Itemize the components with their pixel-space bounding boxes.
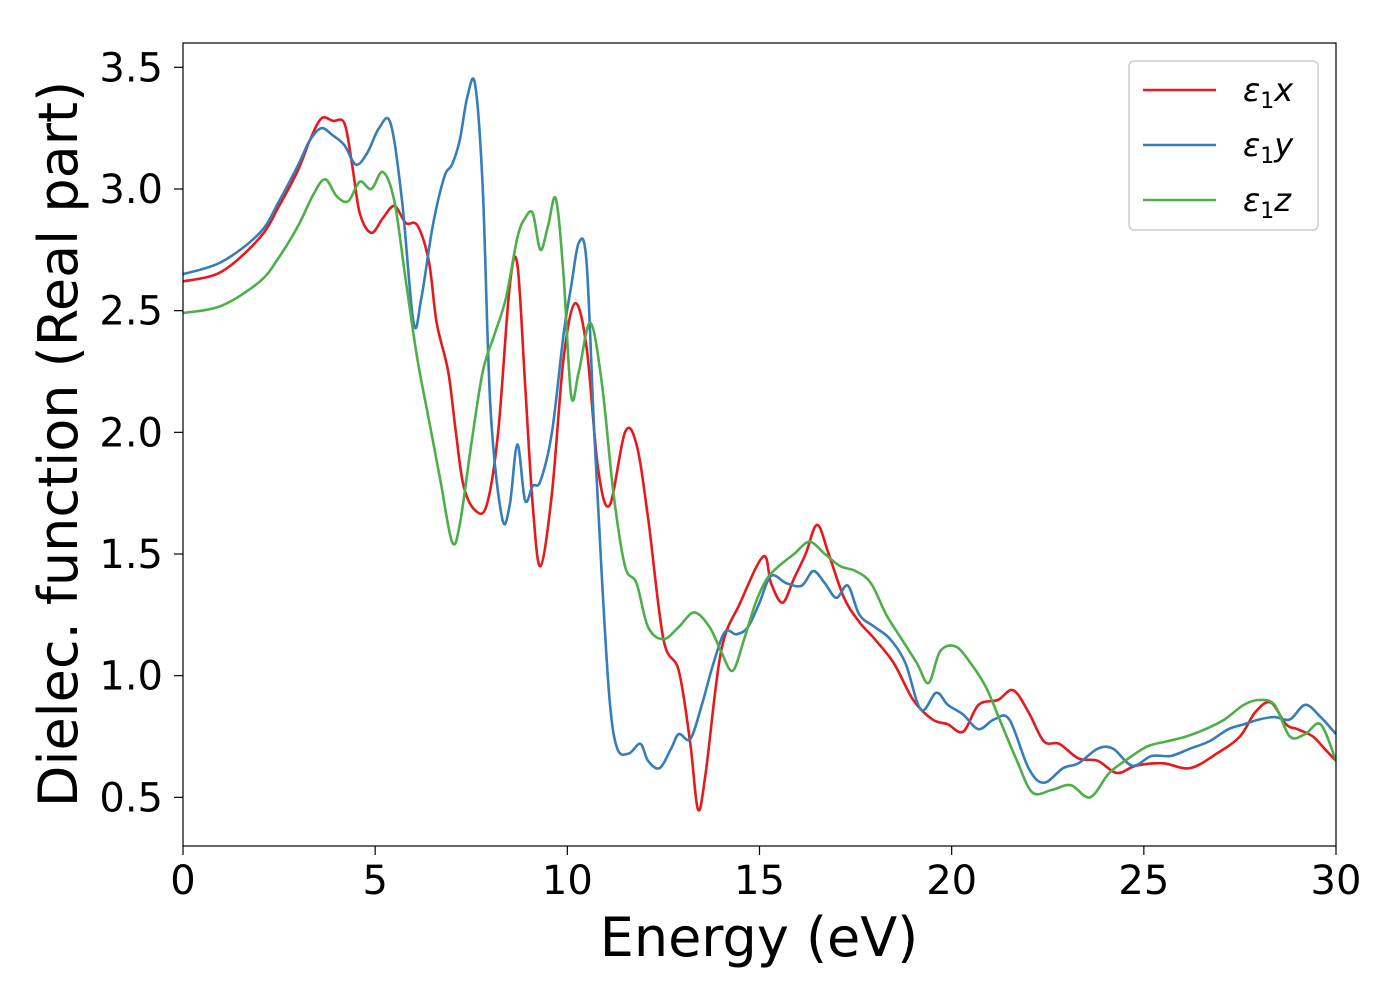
series-layer [183,77,1336,812]
y-tick-label: 3.0 [99,167,163,213]
x-tick-label: 20 [926,858,977,904]
x-tick-label: 30 [1311,858,1362,904]
ticks-layer: 0 5 10 15 20 25 30 0.5 1.0 1.5 2.0 2.5 3.0 3.5 [99,45,1361,904]
x-tick-label: 10 [542,858,593,904]
legend-box [1128,60,1319,231]
x-axis-label: Energy (eV) [600,906,919,969]
x-tick-label: 0 [170,858,195,904]
x-tick-label: 25 [1118,858,1169,904]
series-line-z [183,170,1336,799]
legend: ε1x ε1y ε1z [1128,60,1319,231]
legend-label-x: ε1x [1243,71,1294,114]
series-line-y [183,77,1336,785]
legend-label-z: ε1z [1243,181,1292,224]
y-tick-label: 2.5 [99,289,163,335]
series-line-x [183,116,1336,812]
x-tick-label: 5 [362,858,387,904]
legend-label-y: ε1y [1243,126,1294,169]
y-axis-label: Dielec. function (Real part) [27,81,90,807]
x-tick-label: 15 [734,858,785,904]
y-tick-label: 3.5 [99,45,163,91]
y-tick-label: 2.0 [99,410,163,456]
y-tick-label: 1.0 [99,654,163,700]
y-tick-label: 1.5 [99,532,163,578]
y-tick-label: 0.5 [99,775,163,821]
